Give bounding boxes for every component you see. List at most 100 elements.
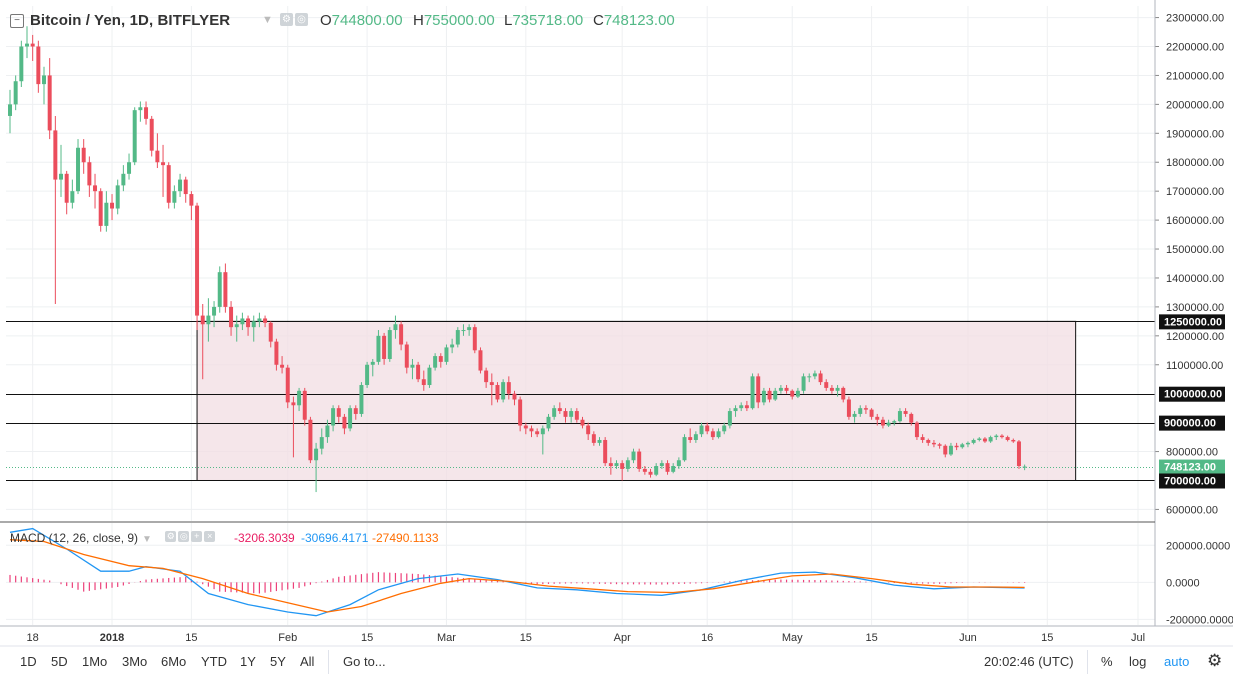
candle-body <box>557 408 562 412</box>
plus-icon[interactable]: + <box>191 531 203 542</box>
candle-body <box>478 350 483 371</box>
candle-body <box>121 173 126 186</box>
candle-body <box>268 322 273 342</box>
eye-icon[interactable]: ◎ <box>178 531 190 542</box>
candle-body <box>336 408 341 417</box>
range-ytd[interactable]: YTD <box>201 654 227 669</box>
time-tick-label: 18 <box>27 632 39 644</box>
time-tick-label: 15 <box>361 632 373 644</box>
candle-body <box>586 425 591 435</box>
candle-body <box>535 431 540 435</box>
range-5y[interactable]: 5Y <box>270 654 286 669</box>
candle-body <box>818 373 823 383</box>
candle-body <box>620 463 625 469</box>
candle-body <box>132 110 137 163</box>
range-3mo[interactable]: 3Mo <box>122 654 148 669</box>
candle-body <box>263 318 268 323</box>
range-rectangle <box>196 320 1077 481</box>
candle-body <box>206 315 211 325</box>
range-5d[interactable]: 5D <box>51 654 68 669</box>
range-1mo[interactable]: 1Mo <box>82 654 108 669</box>
candle-body <box>127 162 132 174</box>
minus-square-icon[interactable]: − <box>10 14 24 28</box>
candle-body <box>319 437 324 449</box>
candle-body <box>841 387 846 400</box>
candle-body <box>455 330 460 345</box>
candle-body <box>739 405 744 409</box>
settings-icon[interactable]: ⚙ <box>165 531 177 542</box>
range-1y[interactable]: 1Y <box>240 654 256 669</box>
candle-body <box>302 390 307 420</box>
candle-body <box>512 393 517 400</box>
candle-body <box>59 173 64 180</box>
goto-button[interactable]: Go to... <box>343 654 386 669</box>
macd-tick-label: 0.0000 <box>1166 577 1200 589</box>
candle-body <box>761 390 766 403</box>
candle-body <box>790 390 795 397</box>
candle-body <box>144 107 149 119</box>
time-tick-label: Feb <box>278 632 297 644</box>
macd-header: MACD (12, 26, close, 9) ▼ ⚙ ◎ + × <box>10 531 217 545</box>
candle-body <box>767 390 772 400</box>
candle-body <box>603 439 608 464</box>
candle-body <box>784 387 789 391</box>
close-icon[interactable]: × <box>204 531 216 542</box>
candle-body <box>110 202 115 209</box>
candle-body <box>1016 441 1021 467</box>
settings-icon[interactable]: ⚙ <box>280 13 293 26</box>
candle-body <box>625 460 630 469</box>
candle-body <box>858 408 863 414</box>
candle-body <box>608 463 613 467</box>
candle-body <box>172 191 177 203</box>
candlestick-series <box>8 26 1027 493</box>
chevron-down-icon[interactable]: ▼ <box>262 14 273 26</box>
candle-body <box>637 451 642 469</box>
price-tick-label: 2100000.00 <box>1166 70 1224 82</box>
macd-title[interactable]: MACD (12, 26, close, 9) <box>10 531 139 545</box>
chart-header: − Bitcoin / Yen, 1D, BITFLYER ▼ ⚙ ◎ O7448… <box>0 0 1155 42</box>
gear-icon[interactable]: ⚙ <box>1207 651 1223 670</box>
price-tick-label: 1400000.00 <box>1166 273 1224 285</box>
candle-body <box>994 435 999 438</box>
eye-icon[interactable]: ◎ <box>295 13 308 26</box>
candle-body <box>693 434 698 440</box>
candle-body <box>563 411 568 417</box>
utc-clock[interactable]: 20:02:46 (UTC) <box>984 654 1074 669</box>
toolbar-divider <box>328 650 329 674</box>
symbol-title[interactable]: Bitcoin / Yen, 1D, BITFLYER <box>30 12 231 29</box>
candle-body <box>880 419 885 426</box>
log-toggle[interactable]: log <box>1129 654 1147 669</box>
candle-body <box>914 422 919 438</box>
price-label-text: 748123.00 <box>1164 462 1216 474</box>
candle-body <box>189 194 194 206</box>
price-label-text: 1000000.00 <box>1164 389 1222 401</box>
candle-body <box>574 411 579 420</box>
candle-body <box>943 445 948 455</box>
range-6mo[interactable]: 6Mo <box>161 654 187 669</box>
candle-body <box>1022 466 1027 468</box>
candle-body <box>76 147 81 192</box>
range-zone <box>196 320 1077 481</box>
candle-body <box>223 272 228 307</box>
candle-body <box>149 118 154 151</box>
candle-body <box>297 390 302 406</box>
candle-body <box>81 147 86 163</box>
candle-body <box>257 318 262 322</box>
chevron-down-icon[interactable]: ▼ <box>142 534 152 545</box>
range-all[interactable]: All <box>300 654 315 669</box>
candle-body <box>404 344 409 368</box>
candle-body <box>489 382 494 386</box>
candle-body <box>659 463 664 467</box>
percent-toggle[interactable]: % <box>1101 654 1113 669</box>
candle-body <box>138 107 143 111</box>
ohlc-close: C748123.00 <box>593 12 675 29</box>
candle-body <box>36 46 41 85</box>
candle-body <box>744 405 749 409</box>
candle-body <box>869 409 874 417</box>
range-1d[interactable]: 1D <box>20 654 37 669</box>
candle-body <box>98 191 103 226</box>
candle-body <box>727 411 732 426</box>
candle-body <box>552 408 557 417</box>
auto-toggle[interactable]: auto <box>1164 654 1190 669</box>
